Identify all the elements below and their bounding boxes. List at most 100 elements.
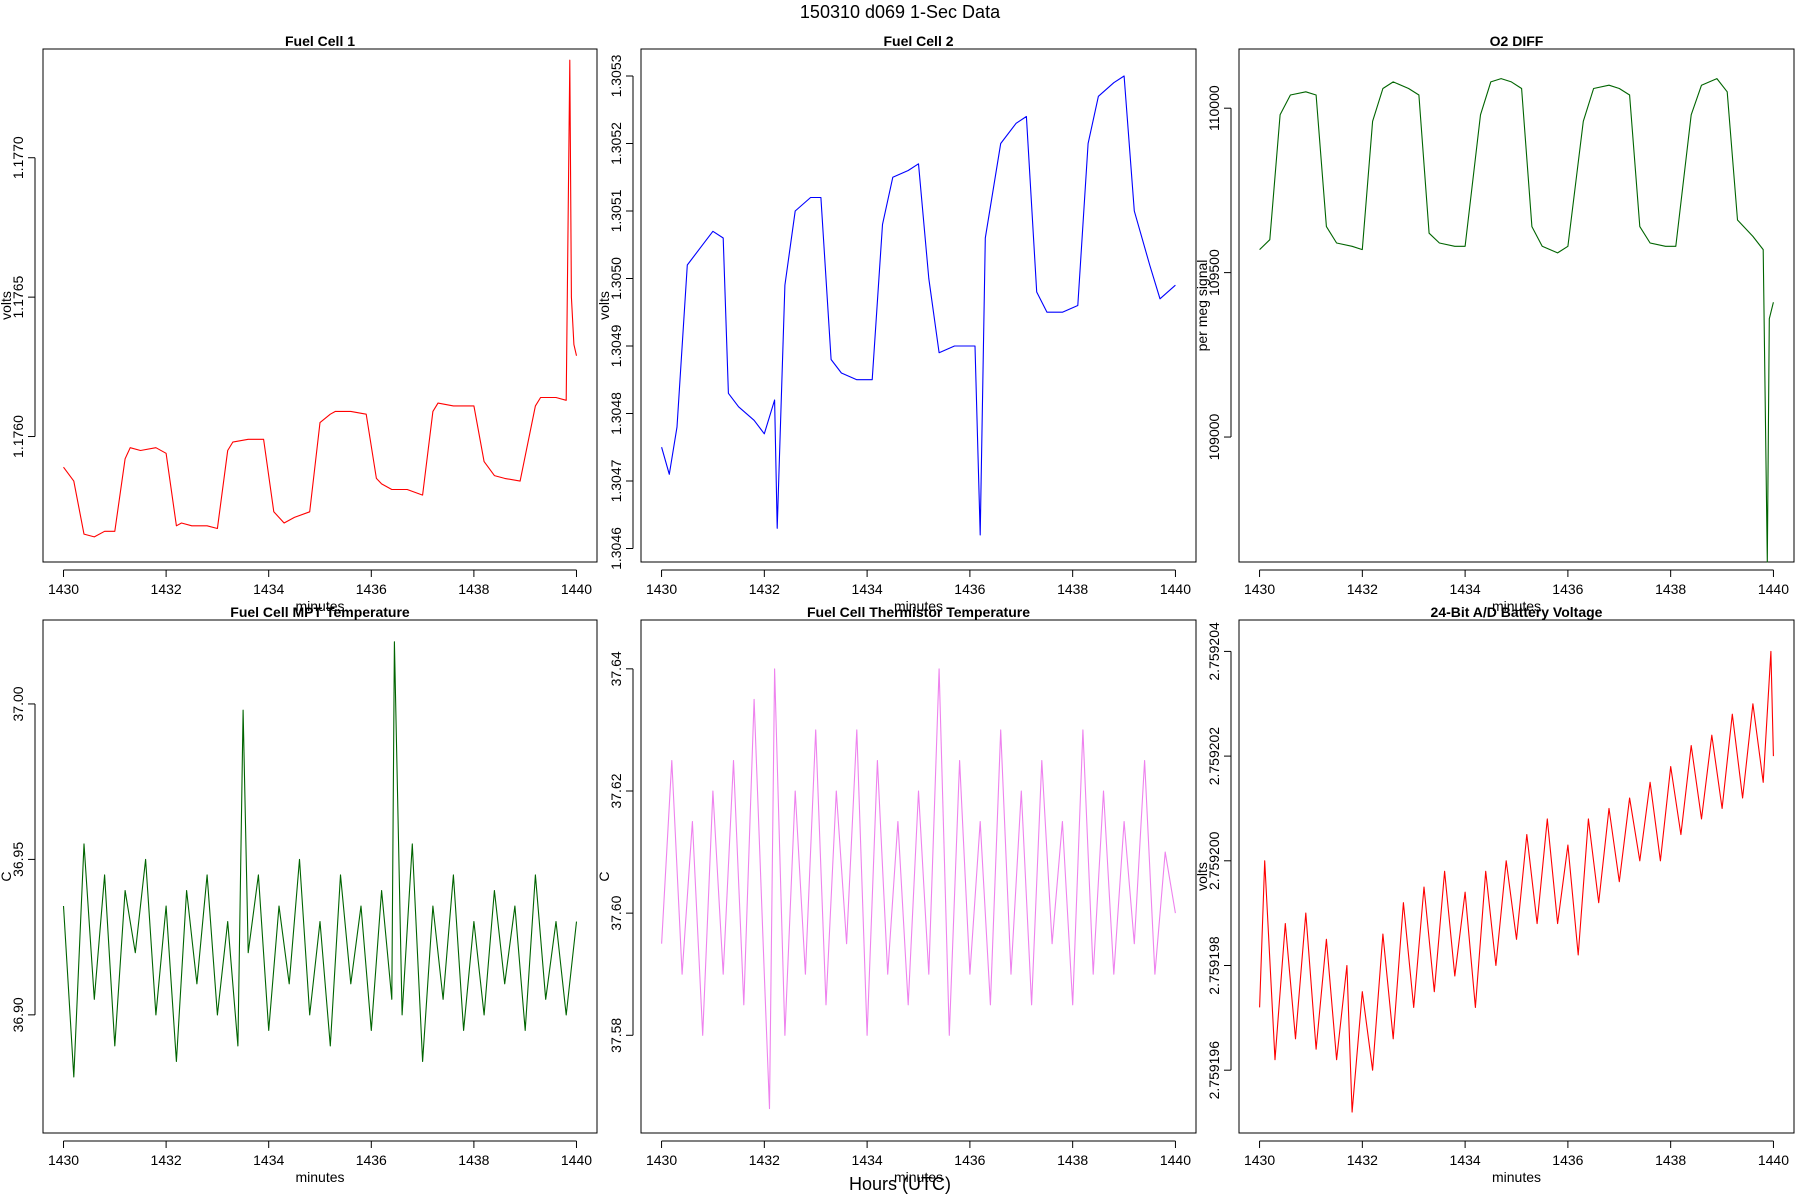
- x-tick-label: 1436: [954, 581, 985, 597]
- x-tick-label: 1432: [151, 581, 182, 597]
- x-tick-label: 1440: [1758, 1152, 1789, 1168]
- x-tick-label: 1434: [1450, 1152, 1481, 1168]
- series-line: [1259, 650, 1774, 1113]
- plot-frame: [1238, 48, 1795, 563]
- chart-panels: Fuel Cell 1 1430 1432 1434 1436 1438 1440 minut…: [0, 33, 1795, 1185]
- chart-panel-4: Fuel Cell MPT Temperature 1430 1432 1434 143…: [0, 604, 598, 1185]
- y-tick-label: 1.3053: [608, 54, 624, 97]
- x-tick-label: 1440: [1160, 581, 1191, 597]
- y-tick-label: 1.3047: [608, 459, 624, 502]
- x-tick-label: 1436: [954, 1152, 985, 1168]
- x-tick-label: 1436: [1552, 581, 1583, 597]
- y-axis-label: volts: [1194, 862, 1210, 891]
- y-tick-label: 1.1765: [10, 276, 26, 319]
- y-axis-label: C: [596, 871, 612, 881]
- x-tick-label: 1440: [1160, 1152, 1191, 1168]
- y-tick-label: 1.3051: [608, 189, 624, 232]
- x-tick-label: 1436: [356, 581, 387, 597]
- plot-frame: [42, 619, 598, 1134]
- y-tick-label: 37.58: [608, 1018, 624, 1053]
- series-line: [661, 75, 1176, 536]
- x-tick-label: 1432: [1347, 1152, 1378, 1168]
- x-tick-label: 1436: [356, 1152, 387, 1168]
- y-tick-label: 1.3052: [608, 122, 624, 165]
- x-axis-label: minutes: [894, 1169, 943, 1185]
- x-tick-label: 1438: [1057, 581, 1088, 597]
- y-axis-label: per meg signal: [1194, 260, 1210, 352]
- x-tick-label: 1438: [1057, 1152, 1088, 1168]
- panel-title: Fuel Cell 1: [285, 33, 355, 49]
- y-tick-label: 37.62: [608, 773, 624, 808]
- x-axis-label: minutes: [894, 598, 943, 614]
- y-axis-label: volts: [596, 291, 612, 320]
- x-tick-label: 1430: [646, 581, 677, 597]
- series-line: [62, 641, 578, 1078]
- series-line: [661, 668, 1176, 1110]
- x-tick-label: 1436: [1552, 1152, 1583, 1168]
- plot-frame: [640, 619, 1197, 1134]
- figure-xlabel: Hours (UTC): [849, 1174, 951, 1194]
- x-tick-label: 1430: [48, 581, 79, 597]
- x-tick-label: 1430: [1244, 1152, 1275, 1168]
- panel-title: 24-Bit A/D Battery Voltage: [1431, 604, 1603, 620]
- y-tick-label: 36.95: [10, 842, 26, 877]
- series-line: [1259, 78, 1774, 563]
- figure-title: 150310 d069 1-Sec Data: [800, 2, 1001, 22]
- x-tick-label: 1434: [253, 1152, 284, 1168]
- x-axis-label: minutes: [295, 1169, 344, 1185]
- x-tick-label: 1440: [561, 1152, 592, 1168]
- y-tick-label: 1.3050: [608, 257, 624, 300]
- x-tick-label: 1438: [458, 1152, 489, 1168]
- series-line: [63, 59, 578, 538]
- y-tick-label: 1.3048: [608, 392, 624, 435]
- y-axis-label: C: [0, 871, 14, 881]
- plot-frame: [1238, 619, 1795, 1134]
- x-tick-label: 1434: [852, 1152, 883, 1168]
- y-tick-label: 37.00: [10, 686, 26, 721]
- y-tick-label: 109000: [1206, 413, 1222, 460]
- x-tick-label: 1434: [253, 581, 284, 597]
- y-tick-label: 109500: [1206, 249, 1222, 296]
- chart-panel-5: Fuel Cell Thermistor Temperature 1430 1432…: [596, 604, 1197, 1185]
- x-tick-label: 1434: [852, 581, 883, 597]
- y-tick-label: 37.60: [608, 895, 624, 930]
- y-tick-label: 36.90: [10, 997, 26, 1032]
- y-tick-label: 2.759200: [1206, 831, 1222, 890]
- y-tick-label: 37.64: [608, 651, 624, 686]
- panel-title: O2 DIFF: [1490, 33, 1544, 49]
- x-tick-label: 1440: [561, 581, 592, 597]
- plot-frame: [640, 48, 1197, 563]
- y-tick-label: 1.1770: [10, 136, 26, 179]
- x-tick-label: 1430: [48, 1152, 79, 1168]
- x-tick-label: 1432: [749, 1152, 780, 1168]
- x-axis-label: minutes: [295, 598, 344, 614]
- x-tick-label: 1432: [1347, 581, 1378, 597]
- y-tick-label: 1.3046: [608, 527, 624, 570]
- y-tick-label: 2.759198: [1206, 936, 1222, 995]
- x-tick-label: 1438: [1655, 581, 1686, 597]
- y-tick-label: 2.759196: [1206, 1041, 1222, 1100]
- x-tick-label: 1432: [151, 1152, 182, 1168]
- y-tick-label: 110000: [1206, 85, 1222, 131]
- panel-title: Fuel Cell 2: [883, 33, 953, 49]
- x-tick-label: 1438: [458, 581, 489, 597]
- chart-panel-2: Fuel Cell 2 1430 1432 1434 1436 1438 1440 minut…: [596, 33, 1197, 614]
- y-tick-label: 2.759204: [1206, 622, 1222, 681]
- x-tick-label: 1430: [1244, 581, 1275, 597]
- y-tick-label: 1.1760: [10, 415, 26, 458]
- y-axis-label: volts: [0, 291, 14, 320]
- chart-panel-3: O2 DIFF 1430 1432 1434 1436 1438 1440 minutes 10…: [1194, 33, 1795, 614]
- x-axis-label: minutes: [1492, 1169, 1541, 1185]
- chart-panel-6: 24-Bit A/D Battery Voltage 1430 1432 1434 14…: [1194, 604, 1795, 1185]
- panel-title: Fuel Cell Thermistor Temperature: [807, 604, 1030, 620]
- chart-panel-1: Fuel Cell 1 1430 1432 1434 1436 1438 1440 minut…: [0, 33, 598, 614]
- x-tick-label: 1430: [646, 1152, 677, 1168]
- plot-frame: [42, 48, 598, 563]
- x-tick-label: 1440: [1758, 581, 1789, 597]
- x-tick-label: 1432: [749, 581, 780, 597]
- y-tick-label: 1.3049: [608, 324, 624, 367]
- x-axis-label: minutes: [1492, 598, 1541, 614]
- panel-title: Fuel Cell MPT Temperature: [230, 604, 410, 620]
- x-tick-label: 1434: [1450, 581, 1481, 597]
